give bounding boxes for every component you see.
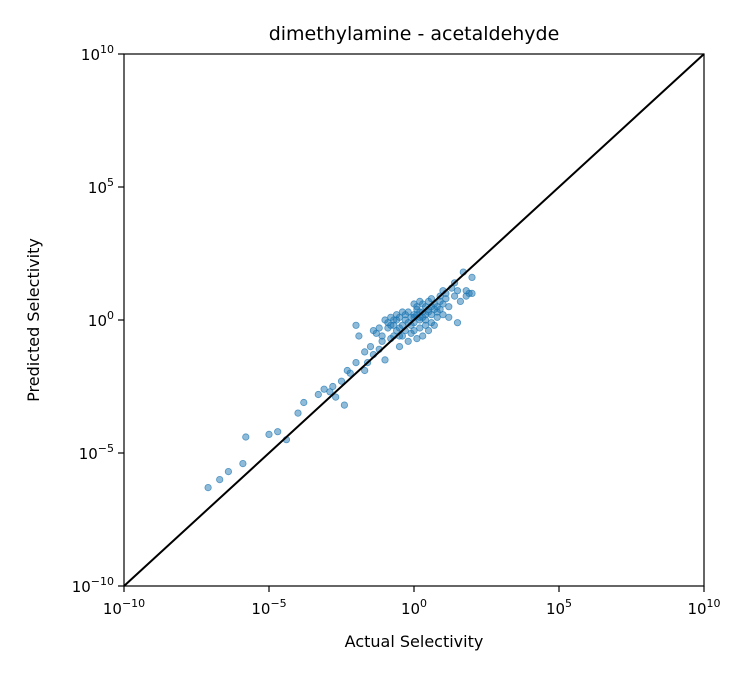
data-point xyxy=(361,348,369,356)
data-point xyxy=(462,287,470,295)
data-point xyxy=(239,459,247,468)
x-tick-label: 10−10 xyxy=(103,597,145,618)
x-axis-title: Actual Selectivity xyxy=(345,632,484,651)
data-point xyxy=(398,308,406,316)
data-points xyxy=(204,268,476,492)
data-point xyxy=(419,332,427,340)
data-point xyxy=(433,308,441,316)
data-point xyxy=(413,334,421,343)
data-point xyxy=(320,385,328,393)
data-point xyxy=(416,297,424,305)
data-point xyxy=(378,337,386,345)
data-point xyxy=(346,369,354,377)
data-point xyxy=(216,475,224,484)
data-point xyxy=(456,297,464,305)
data-point xyxy=(329,382,337,391)
x-tick-label: 10−5 xyxy=(251,597,286,618)
data-point xyxy=(265,430,273,438)
data-point xyxy=(445,313,453,321)
y-axis-title: Predicted Selectivity xyxy=(24,238,43,402)
data-point xyxy=(340,401,348,409)
data-point xyxy=(468,273,476,281)
x-axis: 10−10 10−5 100 105 1010 xyxy=(103,586,721,618)
x-tick-label: 105 xyxy=(546,597,572,618)
data-point xyxy=(450,292,459,300)
data-point xyxy=(314,390,322,399)
data-point xyxy=(395,324,404,332)
data-point xyxy=(445,303,453,311)
data-point xyxy=(424,326,433,335)
data-point xyxy=(204,483,212,492)
reference-line xyxy=(123,53,705,587)
data-point xyxy=(355,332,363,340)
data-point xyxy=(395,342,404,351)
data-point xyxy=(352,358,360,367)
y-tick-label: 100 xyxy=(88,309,114,330)
data-point xyxy=(337,377,346,385)
data-point xyxy=(224,467,232,476)
data-point xyxy=(404,337,412,345)
data-point xyxy=(390,316,398,324)
data-point xyxy=(366,342,375,351)
data-point xyxy=(361,366,369,375)
data-point xyxy=(352,321,360,329)
data-point xyxy=(381,356,389,364)
data-point xyxy=(410,300,418,308)
y-tick-label: 10−5 xyxy=(79,442,114,463)
data-point xyxy=(332,393,340,401)
data-point xyxy=(375,324,383,332)
data-point xyxy=(294,409,302,417)
chart-title: dimethylamine - acetaldehyde xyxy=(269,23,560,45)
data-point xyxy=(300,398,308,407)
y-axis: 10−10 10−5 100 105 1010 xyxy=(72,43,124,596)
y-tick-label: 105 xyxy=(88,176,114,197)
data-point xyxy=(453,319,462,327)
data-point xyxy=(274,428,282,436)
x-tick-label: 1010 xyxy=(687,597,720,618)
data-point xyxy=(427,295,435,303)
data-point xyxy=(416,324,424,332)
y-tick-label: 1010 xyxy=(81,43,114,64)
data-point xyxy=(381,316,389,324)
data-point xyxy=(407,329,415,337)
data-point xyxy=(430,321,438,329)
y-tick-label: 10−10 xyxy=(72,575,114,596)
data-point xyxy=(242,433,250,441)
data-point xyxy=(439,300,447,308)
x-tick-label: 100 xyxy=(401,597,427,618)
data-point xyxy=(468,289,476,297)
data-point xyxy=(453,287,462,295)
